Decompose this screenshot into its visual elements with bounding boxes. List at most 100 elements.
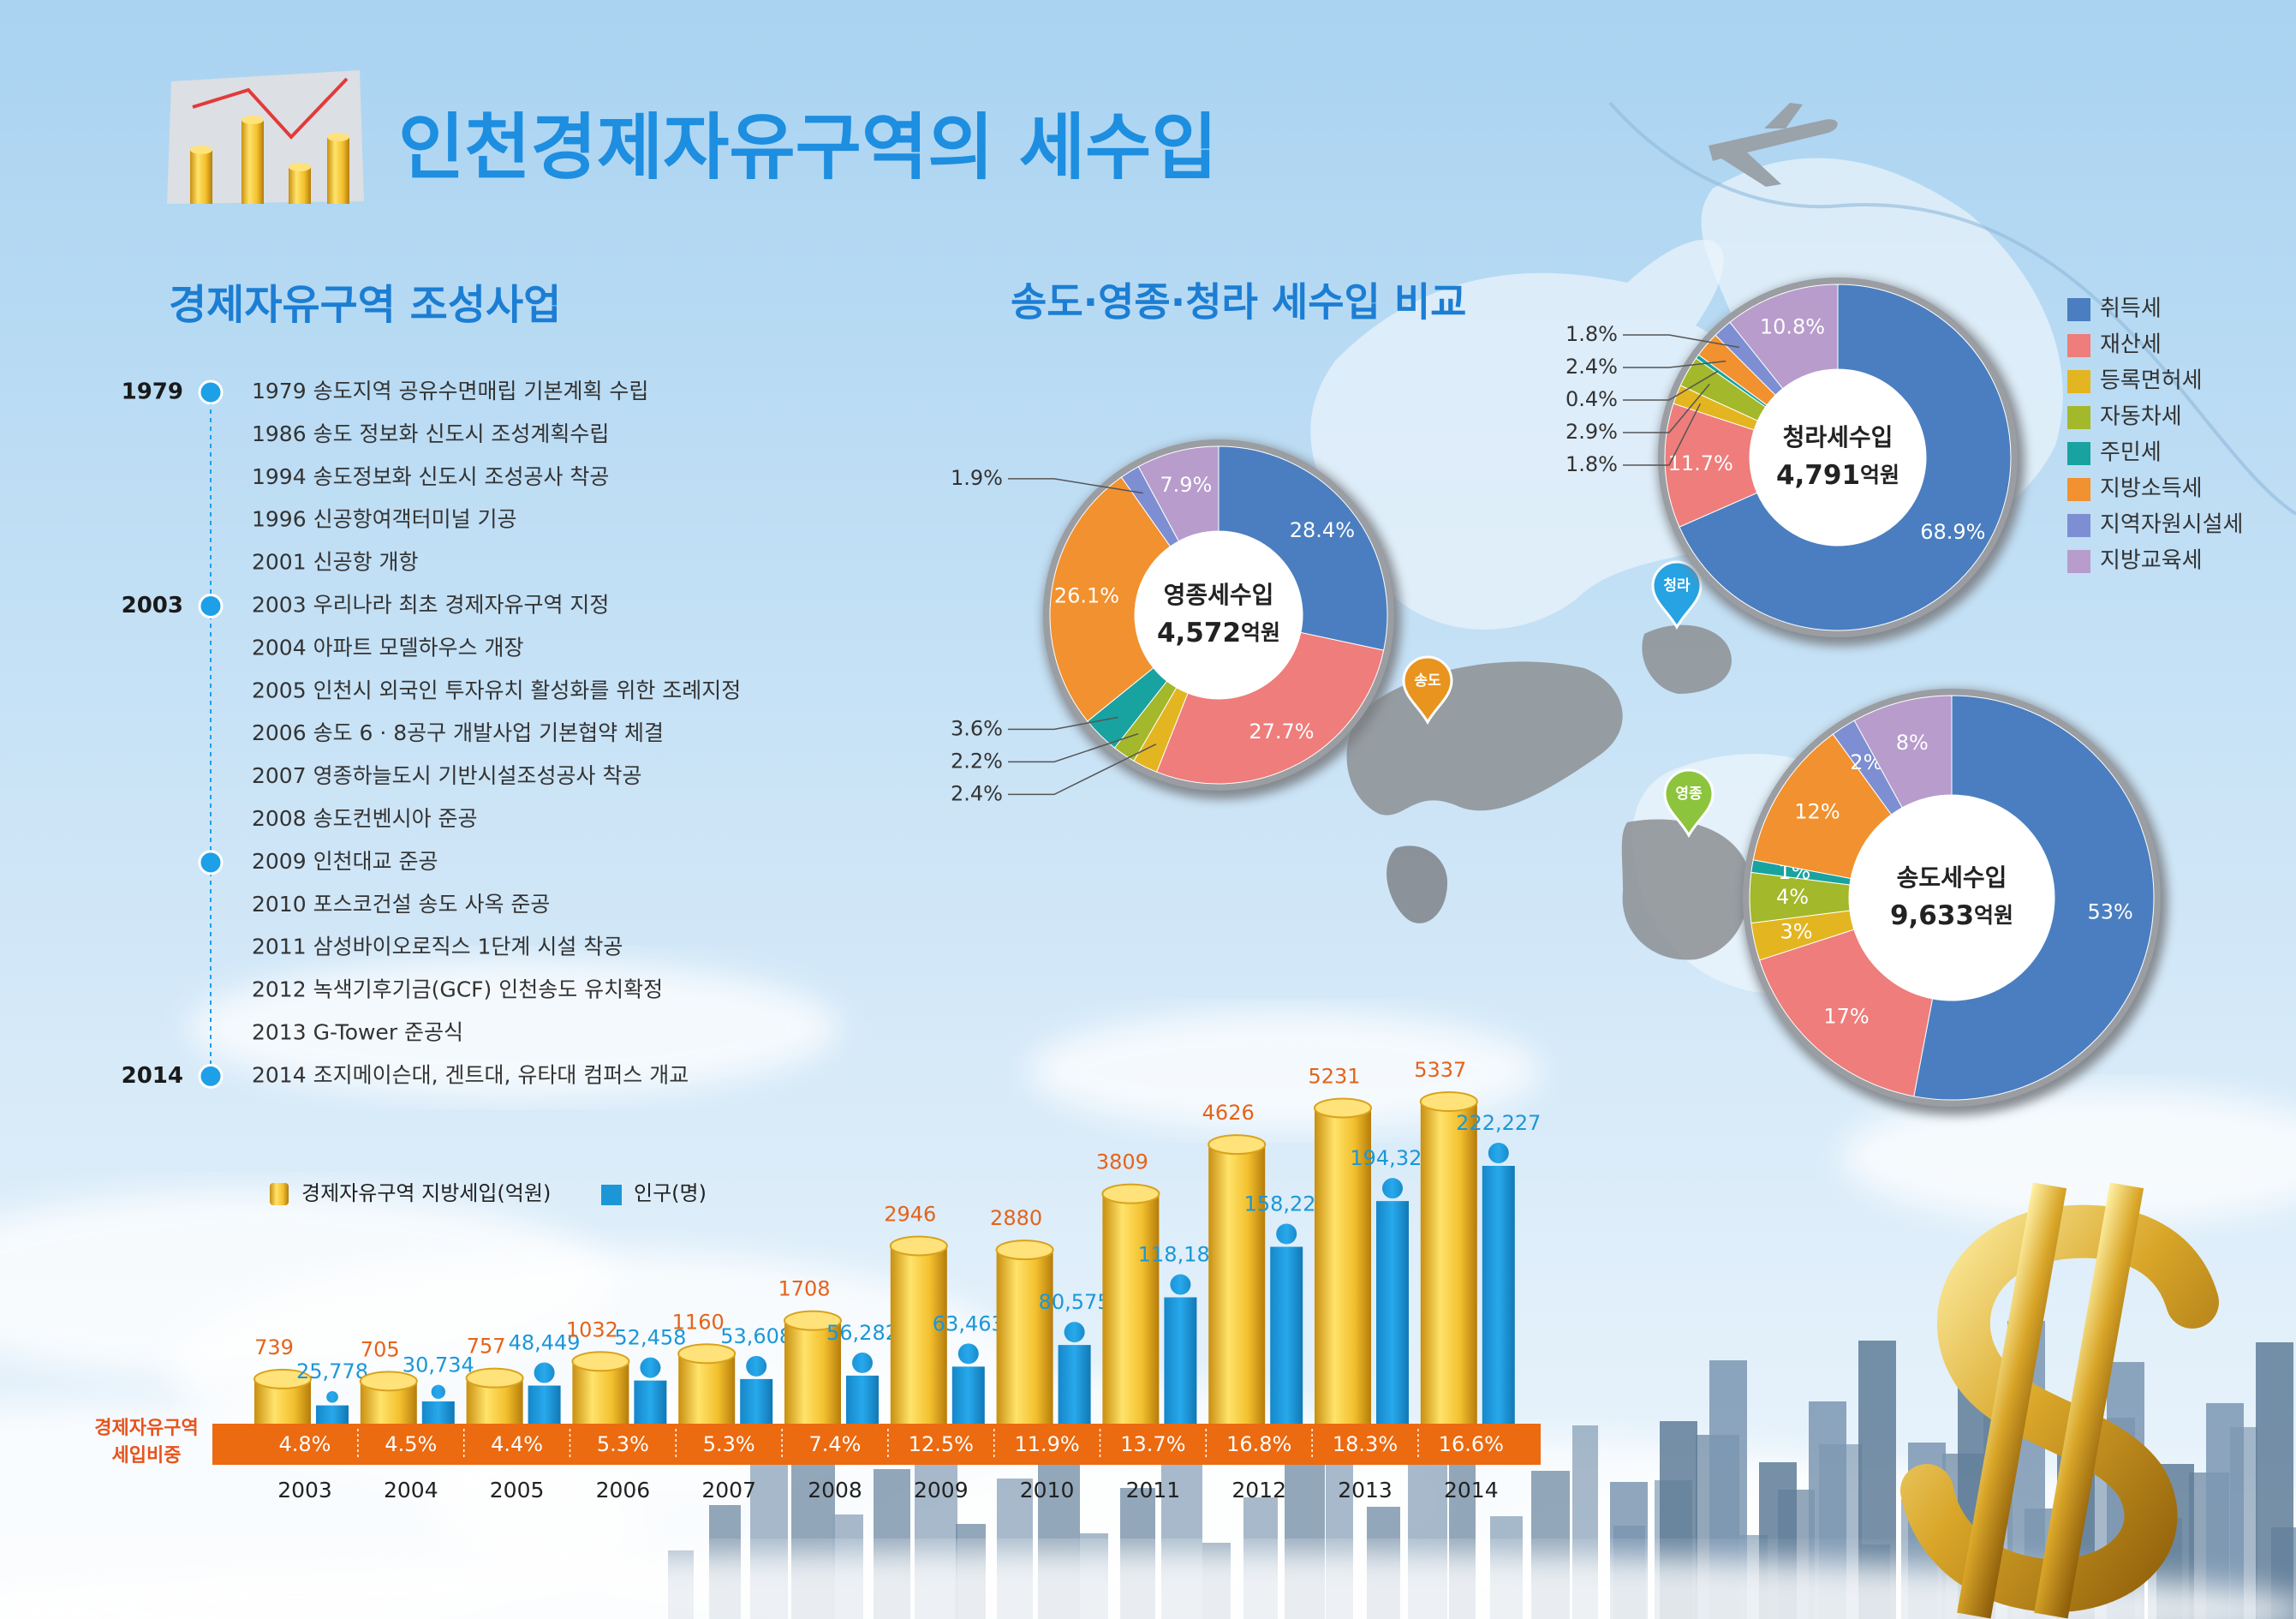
coin-top [677,1343,737,1365]
coin-top [1419,1091,1478,1112]
coin-value-label: 1708 [778,1277,830,1301]
donut-hole [1135,531,1303,699]
coin-value-label: 757 [467,1335,506,1359]
building [2256,1342,2293,1619]
cloud [1841,1088,2296,1225]
share-band [212,1424,1541,1465]
timeline-item: 2007 영종하늘도시 기반시설조성공사 착공 [252,763,641,788]
x-tick-label: 2014 [1444,1478,1499,1503]
leader-line [1623,403,1702,466]
donut-center-total: 4,572억원 [1157,618,1280,648]
coin-bar [1315,1108,1371,1424]
timeline-item: 2001 신공항 개항 [252,550,419,575]
x-tick-label: 2007 [701,1478,756,1503]
share-label: 18.3% [1333,1432,1398,1456]
legend-swatch [2067,370,2090,393]
coin-value-label: 3809 [1096,1150,1148,1174]
leader-line [1008,744,1157,796]
coin-value-label: 739 [254,1335,294,1359]
person-bar [1164,1274,1197,1424]
donut-center-title: 영종세수입 [1164,581,1274,609]
share-label: 16.8% [1226,1432,1291,1456]
legend-swatch [2067,298,2090,321]
person-bar [421,1384,455,1424]
dollar-bar [2034,1182,2144,1619]
map-pin [1402,655,1453,726]
donut-label: 8% [1896,731,1929,755]
person-value-label: 80,575 [1039,1290,1111,1314]
legend-label: 재산세 [2100,332,2162,358]
icon-panel [167,70,364,204]
person-value-label: 30,734 [403,1353,474,1377]
page-title: 인천경제자유구역의 세수입 [398,105,1218,189]
share-label: 11.9% [1014,1432,1079,1456]
cloud [188,959,839,1096]
coin-value-label: 705 [361,1337,400,1361]
icon-column-top [289,163,311,171]
coin-top [571,1351,630,1372]
timeline-item: 2003 우리나라 최초 경제자유구역 지정 [252,593,609,618]
person-bar [740,1355,773,1424]
coin-value-label: 5231 [1308,1064,1360,1088]
timeline-dot [198,850,224,875]
coin-top [784,1310,842,1331]
coin-top [1314,1097,1372,1119]
donut-center-value: 4,572 [1157,618,1241,648]
share-row-label: 경제자유구역 [94,1418,198,1439]
person-bar [634,1357,667,1424]
donut-label-outside: 2.4% [951,781,1003,805]
timeline-dot [198,594,224,618]
donut-label: 3% [1780,920,1812,944]
coin-value-label: 2946 [884,1202,936,1226]
donut-label-outside: 1.8% [1565,322,1618,346]
coin-top [1208,1134,1267,1156]
donut-label: 68.9% [1920,520,1985,544]
x-tick-label: 2011 [1126,1478,1181,1503]
leader-line [1623,334,1740,349]
legend-person [601,1185,622,1205]
person-bar [1482,1143,1515,1424]
timeline-item: 2010 포스코건설 송도 사옥 준공 [252,892,550,917]
legend-label: 인구(명) [634,1181,707,1205]
person-value-label: 222,227 [1456,1111,1541,1135]
leader-line [1623,360,1726,368]
icon-column-top [190,146,212,154]
share-label: 5.3% [703,1432,755,1456]
person-bar [951,1343,985,1424]
coin-value-label: 1160 [672,1310,725,1334]
person-value-label: 63,463 [933,1311,1005,1335]
map-pin [1663,768,1715,839]
coin-bar [678,1353,736,1424]
map-pin-label: 청라 [1663,577,1691,594]
share-label: 5.3% [597,1432,649,1456]
donut-center-unit: 억원 [1241,620,1280,645]
legend-label: 지역자원시설세 [2100,512,2243,538]
person-bar [846,1352,879,1424]
leader-line [1623,383,1710,433]
map-pin-label: 송도 [1414,672,1441,690]
timeline-year: 2014 [122,1063,183,1089]
map-pin-label: 영종 [1675,786,1703,803]
legend-label: 취득세 [2100,296,2162,322]
legend-swatch [2067,406,2090,429]
leader-line [1623,370,1719,401]
cloud [1028,1011,1542,1131]
x-tick-label: 2013 [1338,1478,1393,1503]
legend-label: 경제자유구역 지방세입(억원) [301,1181,551,1205]
legend-label: 지방소득세 [2100,476,2203,502]
person-bar [1058,1322,1091,1424]
person-value-label: 52,458 [614,1326,686,1350]
icon-line [192,77,349,140]
donut-label: 10.8% [1760,315,1825,339]
island [1387,845,1447,923]
legend-swatch [2067,514,2090,537]
timeline-year: 1979 [122,379,183,405]
coin-value-label: 1032 [566,1317,618,1341]
x-tick-label: 2004 [384,1478,438,1503]
person-value-label: 25,778 [296,1359,368,1383]
donut-label: 4% [1776,885,1809,909]
timeline-item: 1994 송도정보화 신도시 조성공사 착공 [252,464,609,489]
comparison-title: 송도·영종·청라 세수입 비교 [1011,279,1467,326]
